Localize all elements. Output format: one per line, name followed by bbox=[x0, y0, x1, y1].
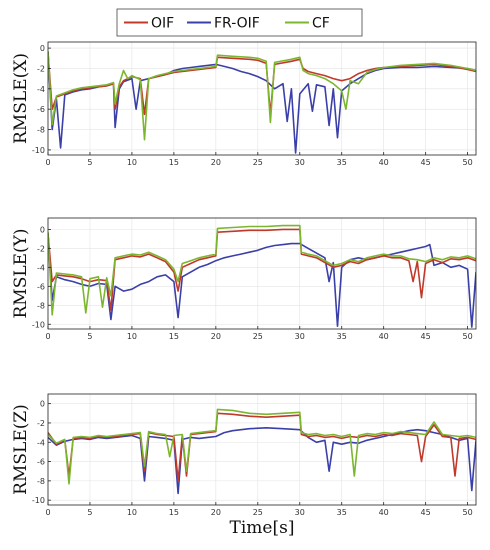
x-tick-label-y: 45 bbox=[421, 332, 431, 341]
panels: 0 5 10 15 20 25 30 35 40 45 500-2-4-6-8-10RMSLE(X)… bbox=[11, 41, 477, 517]
series-line-oif-z bbox=[48, 412, 476, 482]
x-tick-label-y: 35 bbox=[337, 332, 347, 341]
y-tick-label-z: -10 bbox=[32, 496, 45, 505]
axes-frame-x bbox=[47, 41, 477, 156]
x-tick-label-z: 10 bbox=[127, 508, 137, 517]
x-tick-label-x: 5 bbox=[87, 158, 92, 167]
series-line-cf-y bbox=[48, 224, 476, 316]
y-tick-label-x: -2 bbox=[37, 64, 45, 73]
series-line-oif-y bbox=[48, 228, 476, 311]
y-tick-label-y: -2 bbox=[37, 244, 45, 253]
x-tick-label-z: 30 bbox=[295, 508, 305, 517]
y-tick-label-z: 0 bbox=[40, 400, 45, 409]
x-tick-label-y: 0 bbox=[45, 332, 50, 341]
legend-label-fr-oif: FR-OIF bbox=[214, 16, 260, 32]
x-tick-label-y: 10 bbox=[127, 332, 137, 341]
y-tick-label-z: -6 bbox=[37, 458, 45, 467]
y-tick-label-y: -8 bbox=[37, 301, 45, 310]
x-tick-label-z: 5 bbox=[87, 508, 92, 517]
y-tick-label-y: -4 bbox=[37, 263, 45, 272]
x-tick-label-x: 35 bbox=[337, 158, 347, 167]
y-tick-label-y: 0 bbox=[40, 225, 45, 234]
x-tick-label-z: 15 bbox=[169, 508, 179, 517]
y-tick-label-x: -8 bbox=[37, 126, 45, 135]
series-line-cf-z bbox=[48, 408, 476, 485]
x-tick-label-x: 30 bbox=[295, 158, 305, 167]
series-line-cf-x bbox=[48, 51, 476, 141]
legend: OIF FR-OIF CF bbox=[116, 8, 363, 37]
x-tick-label-z: 0 bbox=[45, 508, 50, 517]
axes-frame-z bbox=[47, 393, 477, 506]
x-axis-label: Time[s] bbox=[230, 518, 295, 538]
legend-label-oif: OIF bbox=[151, 16, 174, 32]
y-tick-label-x: 0 bbox=[40, 44, 45, 53]
x-tick-label-x: 10 bbox=[127, 158, 137, 167]
legend-box bbox=[116, 8, 363, 37]
x-tick-label-z: 50 bbox=[463, 508, 473, 517]
y-tick-label-x: -10 bbox=[32, 146, 45, 155]
series-line-fr-oif-y bbox=[48, 233, 476, 328]
y-axis-label-x: RMSLE(X) bbox=[11, 53, 31, 144]
x-tick-label-y: 5 bbox=[87, 332, 92, 341]
x-tick-label-y: 30 bbox=[295, 332, 305, 341]
x-tick-label-z: 25 bbox=[253, 508, 263, 517]
x-tick-label-z: 45 bbox=[421, 508, 431, 517]
x-tick-label-x: 40 bbox=[379, 158, 389, 167]
x-tick-label-x: 20 bbox=[211, 158, 221, 167]
x-tick-label-x: 45 bbox=[421, 158, 431, 167]
x-tick-label-y: 15 bbox=[169, 332, 179, 341]
y-tick-label-x: -4 bbox=[37, 85, 45, 94]
legend-label-cf: CF bbox=[312, 16, 330, 32]
x-tick-label-z: 20 bbox=[211, 508, 221, 517]
x-tick-label-x: 15 bbox=[169, 158, 179, 167]
x-tick-label-x: 0 bbox=[45, 158, 50, 167]
x-tick-label-z: 35 bbox=[337, 508, 347, 517]
y-tick-label-x: -6 bbox=[37, 105, 45, 114]
y-axis-label-y: RMSLE(Y) bbox=[11, 228, 31, 318]
x-tick-label-y: 50 bbox=[463, 332, 473, 341]
y-tick-label-z: -2 bbox=[37, 419, 45, 428]
y-axis-label-z: RMSLE(Z) bbox=[11, 404, 31, 495]
series-line-fr-oif-z bbox=[48, 427, 476, 495]
axes-frame-y bbox=[47, 217, 477, 330]
x-tick-label-z: 40 bbox=[379, 508, 389, 517]
x-tick-label-y: 40 bbox=[379, 332, 389, 341]
series-line-fr-oif-x bbox=[48, 52, 476, 154]
x-tick-label-x: 25 bbox=[253, 158, 263, 167]
x-tick-label-x: 50 bbox=[463, 158, 473, 167]
y-tick-label-z: -8 bbox=[37, 477, 45, 486]
y-tick-label-y: -6 bbox=[37, 282, 45, 291]
y-tick-label-y: -10 bbox=[32, 320, 45, 329]
x-tick-label-y: 25 bbox=[253, 332, 263, 341]
x-tick-label-y: 20 bbox=[211, 332, 221, 341]
y-tick-label-z: -4 bbox=[37, 438, 45, 447]
